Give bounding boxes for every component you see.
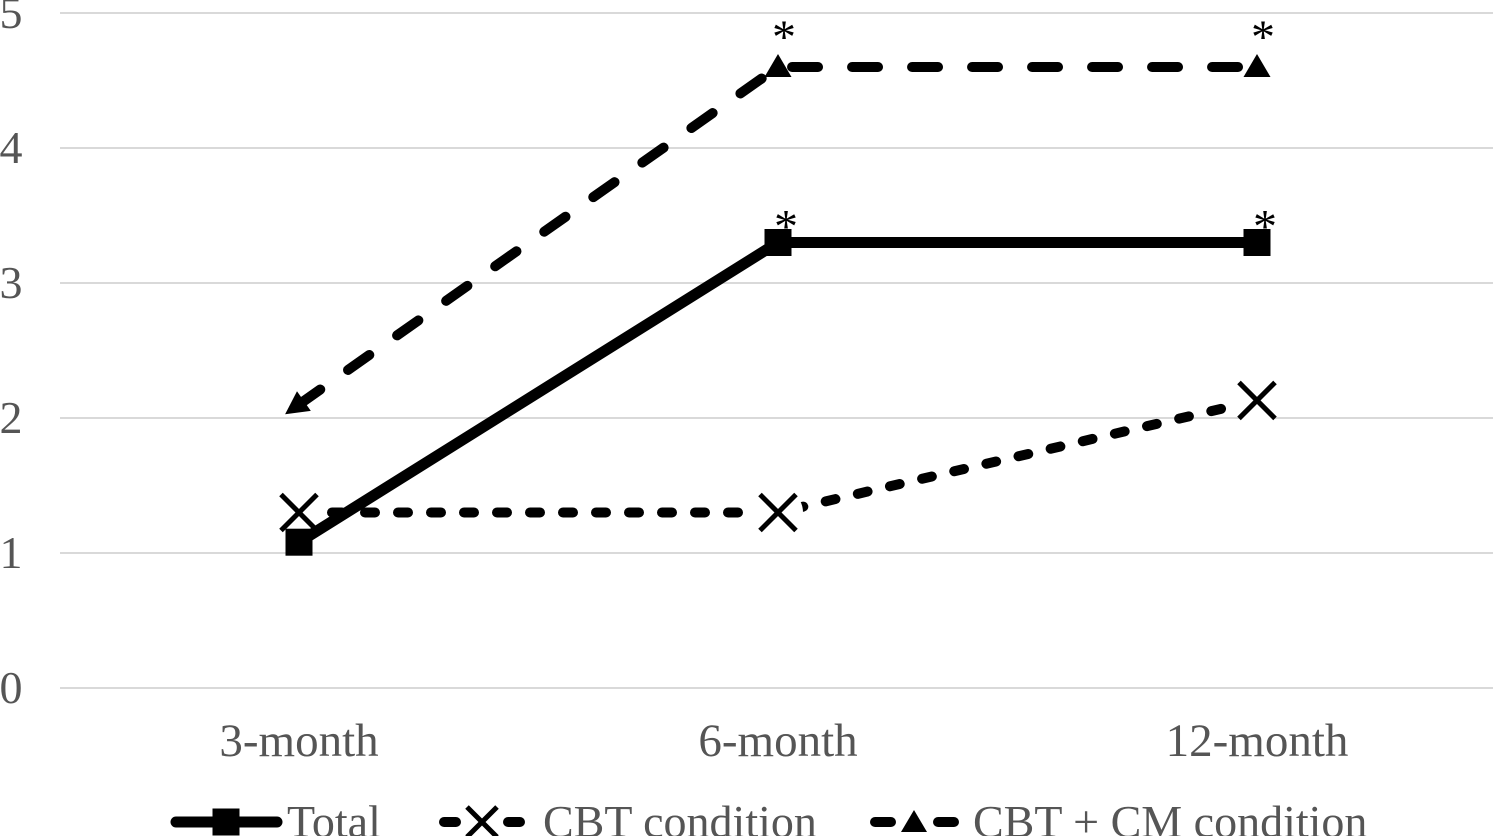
significance-asterisk: * (1251, 11, 1275, 64)
series-cbt-condition (274, 375, 1282, 538)
legend-label: CBT condition (543, 796, 817, 836)
square-marker (285, 528, 313, 556)
x-tick-label: 6-month (698, 715, 857, 767)
y-tick-label: 2 (0, 392, 23, 443)
significance-asterisk: * (772, 11, 796, 64)
series-line (294, 395, 1262, 518)
legend-item-cbt-cm-condition: CBT + CM condition (870, 796, 1367, 836)
x-tick-label: 12-month (1166, 715, 1349, 767)
y-axis-labels: 0 1 2 3 4 5 (0, 0, 23, 713)
legend: Total CBT condition CBT + CM condition (170, 796, 1367, 836)
triangle-marker (1243, 54, 1271, 77)
y-tick-label: 0 (0, 662, 23, 713)
x-axis-labels: 3-month 6-month 12-month (219, 715, 1348, 767)
legend-item-total: Total (170, 796, 381, 836)
y-tick-label: 4 (0, 122, 23, 173)
x-marker (279, 492, 319, 533)
y-tick-label: 1 (0, 527, 23, 578)
square-marker (212, 808, 240, 836)
x-tick-label: 3-month (219, 715, 378, 767)
arrow-marker (285, 391, 311, 415)
square-marker (764, 229, 792, 256)
legend-item-cbt-condition: CBT condition (439, 796, 817, 836)
square-marker (1243, 229, 1271, 256)
x-marker (465, 805, 499, 836)
y-tick-label: 5 (0, 0, 23, 38)
legend-label: Total (287, 796, 381, 836)
gridlines (60, 12, 1493, 689)
triangle-marker (764, 54, 792, 77)
y-tick-label: 3 (0, 257, 23, 308)
legend-label: CBT + CM condition (973, 796, 1367, 836)
significance-asterisk: * (1253, 201, 1277, 254)
x-marker (758, 492, 798, 533)
series-cbt-cm-condition: * * (285, 11, 1275, 415)
series-total: * * (285, 201, 1277, 556)
x-marker (1237, 380, 1277, 421)
significance-asterisk: * (774, 201, 798, 254)
triangle-marker (901, 810, 927, 832)
series-line (294, 62, 1262, 410)
